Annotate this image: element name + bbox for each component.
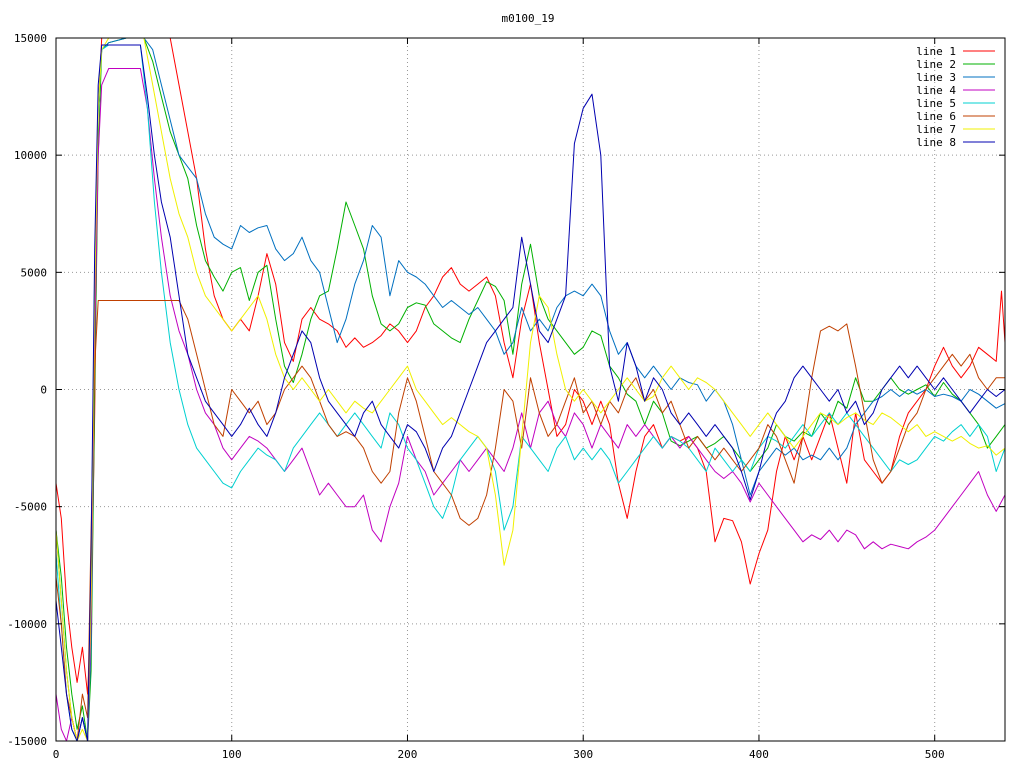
series-line-8 [56, 44, 1005, 741]
x-tick-label: 500 [925, 748, 945, 761]
x-tick-label: 0 [53, 748, 60, 761]
legend-label-7: line 7 [916, 123, 956, 136]
tick-labels: 0 100 200 300 400 500 -15000 -10000 -5000 0 5000 10… [7, 32, 944, 761]
y-tick-label: 0 [40, 384, 47, 397]
legend-label-4: line 4 [916, 84, 956, 97]
legend-label-8: line 8 [916, 136, 956, 149]
legend-label-1: line 1 [916, 45, 956, 58]
series-line-7 [56, 38, 1005, 741]
y-tick-label: -15000 [7, 735, 47, 748]
x-tick-label: 200 [398, 748, 418, 761]
x-tick-label: 100 [222, 748, 242, 761]
y-tick-label: -5000 [14, 501, 47, 514]
series-line-6 [56, 300, 1005, 741]
series-line-2 [56, 38, 1005, 741]
series-line-3 [56, 38, 1005, 741]
y-tick-label: 10000 [14, 149, 47, 162]
legend-label-5: line 5 [916, 97, 956, 110]
series-line-4 [56, 68, 1005, 741]
y-tick-label: 15000 [14, 32, 47, 45]
x-tick-label: 400 [749, 748, 769, 761]
legend-label-6: line 6 [916, 110, 956, 123]
legend-label-3: line 3 [916, 71, 956, 84]
legend-label-2: line 2 [916, 58, 956, 71]
y-tick-label: -10000 [7, 618, 47, 631]
chart-title: m0100_19 [502, 12, 555, 25]
y-tick-label: 5000 [21, 266, 48, 279]
series-line-5 [56, 44, 1005, 741]
series-group [56, 38, 1005, 741]
x-tick-label: 300 [573, 748, 593, 761]
tick-marks [55, 37, 1005, 742]
